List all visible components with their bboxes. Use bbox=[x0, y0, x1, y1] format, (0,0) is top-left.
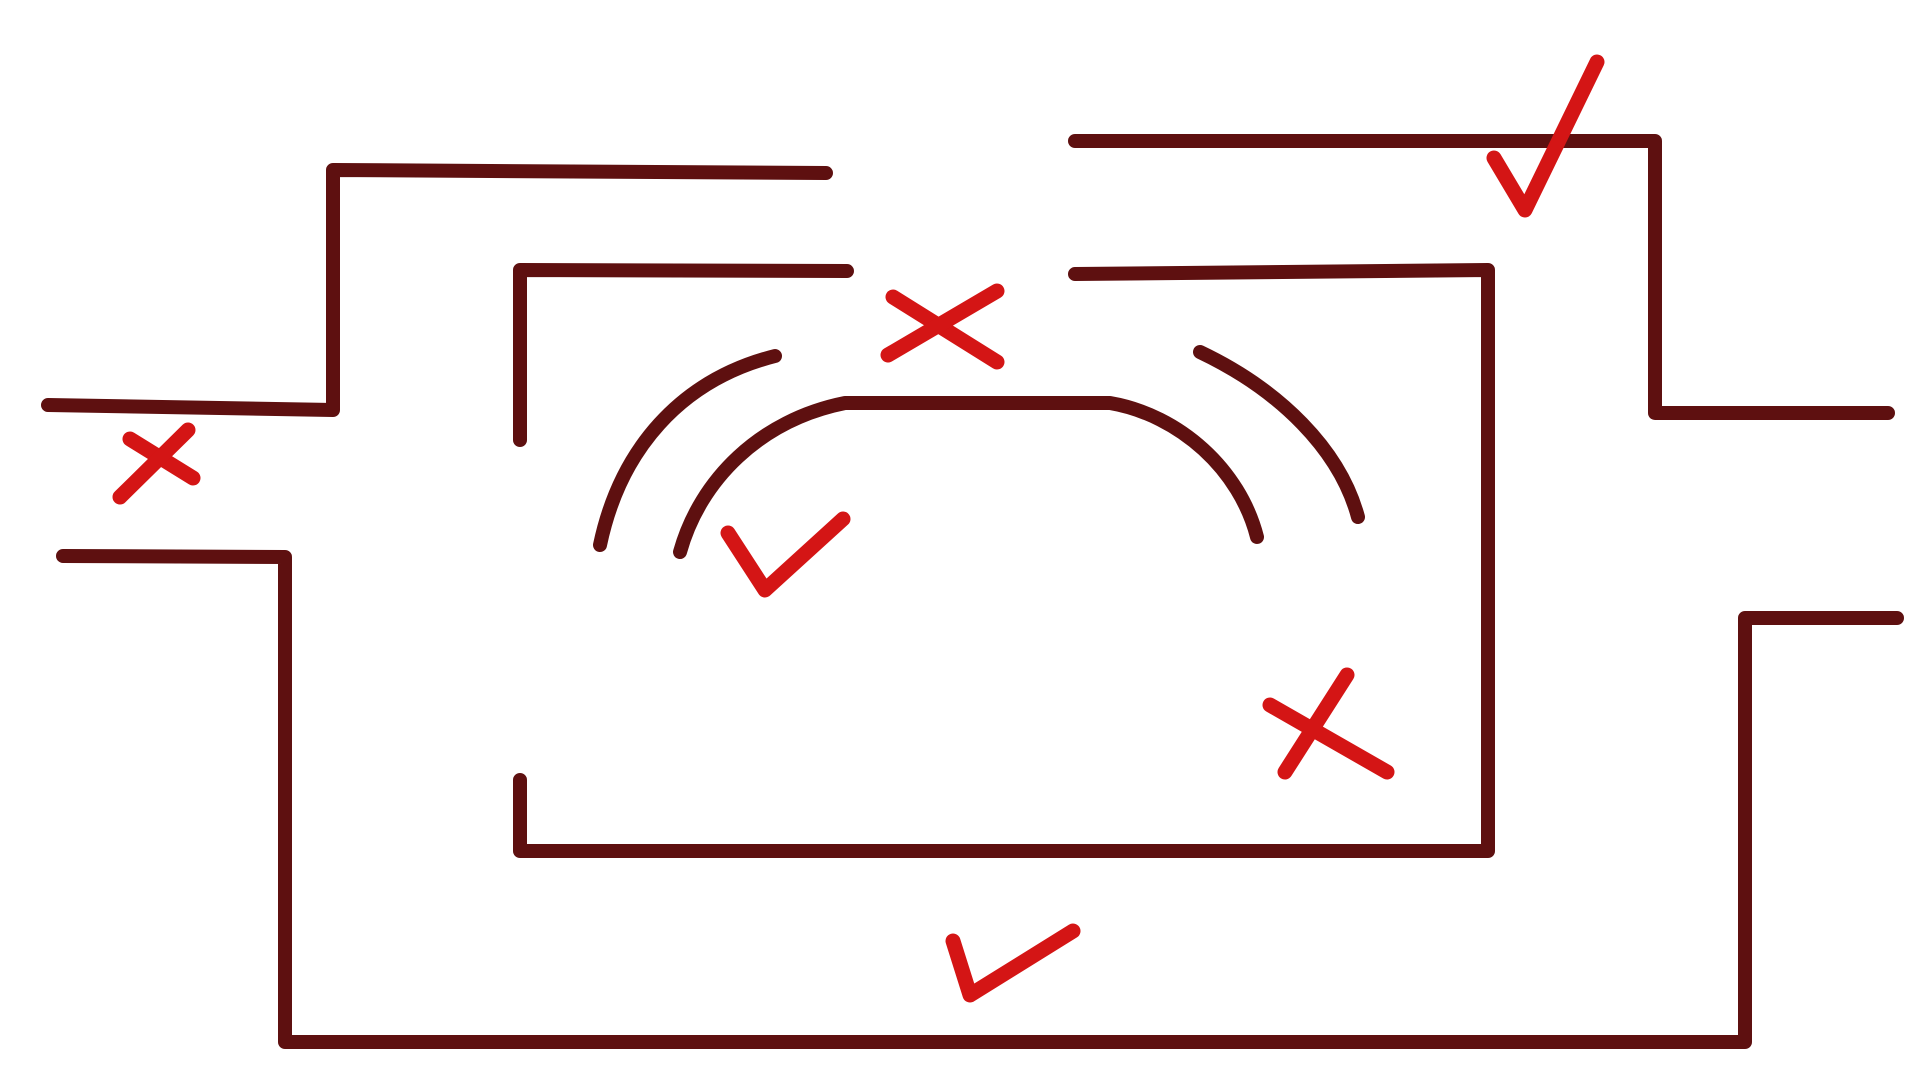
cross-icon bbox=[880, 283, 1005, 370]
check-icon bbox=[1486, 54, 1605, 218]
outer-wall-top-left bbox=[41, 163, 833, 417]
dome-outer-arc-left bbox=[593, 349, 782, 552]
cross-icon bbox=[1262, 667, 1395, 780]
answer-marks bbox=[112, 54, 1605, 1003]
maze-walls bbox=[41, 134, 1904, 1049]
outer-wall-top-right bbox=[1068, 134, 1895, 420]
inner-wall-lower-right bbox=[513, 263, 1495, 858]
dome-outer-arc-right bbox=[1193, 345, 1365, 524]
dome-inner-arc bbox=[673, 396, 1264, 559]
check-icon bbox=[945, 923, 1081, 1003]
outer-wall-bottom bbox=[56, 549, 1904, 1049]
inner-wall-left-upper bbox=[513, 263, 854, 447]
check-icon bbox=[720, 511, 851, 598]
cross-icon bbox=[112, 422, 201, 505]
